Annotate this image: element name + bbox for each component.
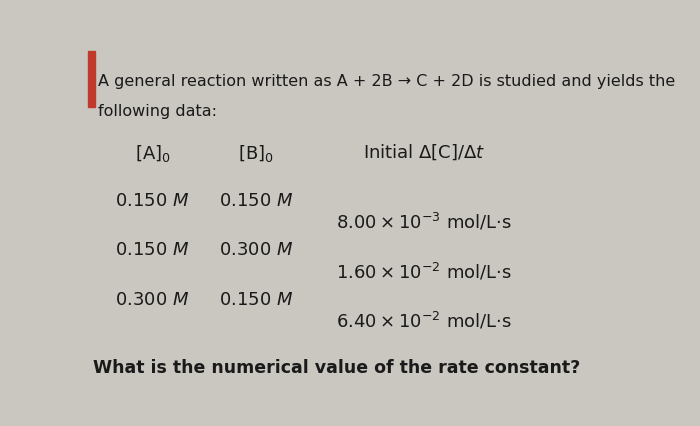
Text: A general reaction written as A + 2B → C + 2D is studied and yields the: A general reaction written as A + 2B → C… (98, 74, 676, 89)
Text: Initial $\Delta$[C]/$\Delta t$: Initial $\Delta$[C]/$\Delta t$ (363, 143, 485, 162)
Text: $6.40 \times 10^{-2}$ mol/L$\cdot$s: $6.40 \times 10^{-2}$ mol/L$\cdot$s (336, 310, 512, 331)
Text: 0.150 $\it{M}$: 0.150 $\it{M}$ (218, 192, 293, 210)
Text: What is the numerical value of the rate constant?: What is the numerical value of the rate … (93, 360, 580, 377)
Text: [A]$_0$: [A]$_0$ (134, 143, 171, 164)
Text: following data:: following data: (98, 104, 217, 118)
Text: [B]$_0$: [B]$_0$ (238, 143, 274, 164)
Text: $1.60 \times 10^{-2}$ mol/L$\cdot$s: $1.60 \times 10^{-2}$ mol/L$\cdot$s (336, 261, 512, 282)
Text: 0.150 $\it{M}$: 0.150 $\it{M}$ (116, 242, 190, 259)
Text: 0.300 $\it{M}$: 0.300 $\it{M}$ (116, 291, 190, 308)
Text: 0.150 $\it{M}$: 0.150 $\it{M}$ (218, 291, 293, 308)
Text: 0.300 $\it{M}$: 0.300 $\it{M}$ (218, 242, 293, 259)
Text: $8.00 \times 10^{-3}$ mol/L$\cdot$s: $8.00 \times 10^{-3}$ mol/L$\cdot$s (336, 212, 512, 233)
Bar (88, 51, 94, 107)
Text: 0.150 $\it{M}$: 0.150 $\it{M}$ (116, 192, 190, 210)
